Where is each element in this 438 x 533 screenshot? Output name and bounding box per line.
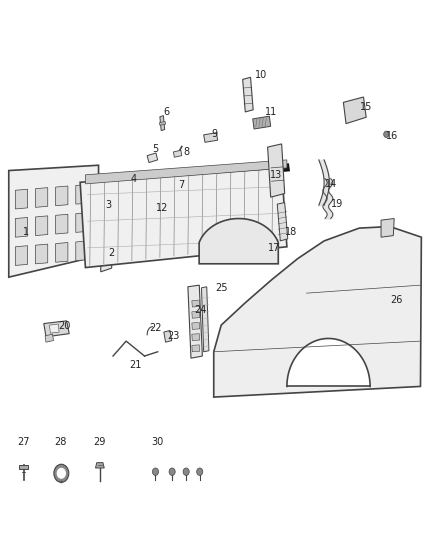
Polygon shape (343, 97, 366, 124)
Polygon shape (253, 116, 271, 129)
Text: 16: 16 (386, 131, 398, 141)
Polygon shape (204, 133, 218, 142)
Polygon shape (76, 184, 88, 204)
Polygon shape (85, 160, 287, 184)
Polygon shape (76, 241, 88, 261)
Polygon shape (56, 186, 68, 206)
Text: 22: 22 (150, 323, 162, 333)
Polygon shape (243, 77, 253, 112)
Text: 7: 7 (179, 181, 185, 190)
Text: 13: 13 (270, 170, 282, 180)
Text: 12: 12 (156, 203, 168, 213)
Text: 8: 8 (183, 147, 189, 157)
Text: 26: 26 (390, 295, 403, 304)
Polygon shape (173, 150, 182, 157)
Polygon shape (147, 153, 158, 163)
Circle shape (384, 131, 389, 138)
Circle shape (57, 469, 65, 478)
Text: 14: 14 (325, 179, 337, 189)
Circle shape (152, 468, 159, 475)
Polygon shape (192, 322, 200, 329)
Polygon shape (201, 287, 209, 352)
Text: 25: 25 (215, 283, 227, 293)
Polygon shape (192, 345, 200, 352)
Circle shape (197, 468, 203, 475)
Polygon shape (45, 334, 53, 342)
Polygon shape (110, 195, 119, 204)
Polygon shape (214, 227, 421, 397)
Polygon shape (287, 338, 370, 386)
Polygon shape (381, 219, 394, 237)
Text: 21: 21 (130, 360, 142, 370)
Polygon shape (159, 122, 166, 125)
Text: 17: 17 (268, 243, 280, 253)
Polygon shape (192, 311, 200, 318)
Text: 20: 20 (59, 321, 71, 331)
Text: 2: 2 (109, 248, 115, 258)
Polygon shape (9, 165, 99, 277)
Polygon shape (277, 203, 288, 241)
Polygon shape (80, 168, 287, 268)
Text: 15: 15 (360, 102, 372, 111)
Polygon shape (192, 300, 200, 307)
Text: 29: 29 (94, 438, 106, 447)
Text: 6: 6 (163, 107, 170, 117)
Text: 1: 1 (23, 227, 29, 237)
Text: 4: 4 (131, 174, 137, 183)
Text: 28: 28 (54, 438, 67, 447)
Polygon shape (126, 177, 139, 188)
Circle shape (54, 464, 69, 482)
Text: 5: 5 (152, 144, 159, 154)
Text: 18: 18 (285, 227, 297, 237)
Text: 9: 9 (212, 130, 218, 139)
Bar (19, 465, 28, 469)
Polygon shape (164, 330, 172, 342)
Polygon shape (44, 321, 69, 337)
Text: 24: 24 (194, 305, 207, 315)
Polygon shape (56, 243, 68, 262)
Polygon shape (76, 213, 88, 232)
Polygon shape (49, 324, 59, 333)
Circle shape (169, 468, 175, 475)
Polygon shape (35, 188, 48, 207)
Polygon shape (15, 246, 28, 265)
Polygon shape (56, 214, 68, 234)
Polygon shape (15, 217, 28, 237)
Polygon shape (192, 334, 200, 341)
Text: 3: 3 (106, 200, 112, 210)
Text: 11: 11 (265, 107, 278, 117)
Polygon shape (268, 144, 285, 197)
Polygon shape (35, 244, 48, 264)
Polygon shape (160, 116, 165, 131)
Text: 19: 19 (331, 199, 343, 208)
Polygon shape (188, 285, 202, 358)
Polygon shape (95, 463, 104, 468)
Polygon shape (199, 219, 278, 264)
Polygon shape (35, 216, 48, 236)
Text: 27: 27 (18, 438, 30, 447)
Text: 23: 23 (167, 331, 179, 341)
Polygon shape (113, 164, 289, 185)
Text: 10: 10 (254, 70, 267, 79)
Text: 30: 30 (152, 438, 164, 447)
Polygon shape (15, 189, 28, 209)
Polygon shape (101, 192, 112, 272)
Circle shape (183, 468, 189, 475)
